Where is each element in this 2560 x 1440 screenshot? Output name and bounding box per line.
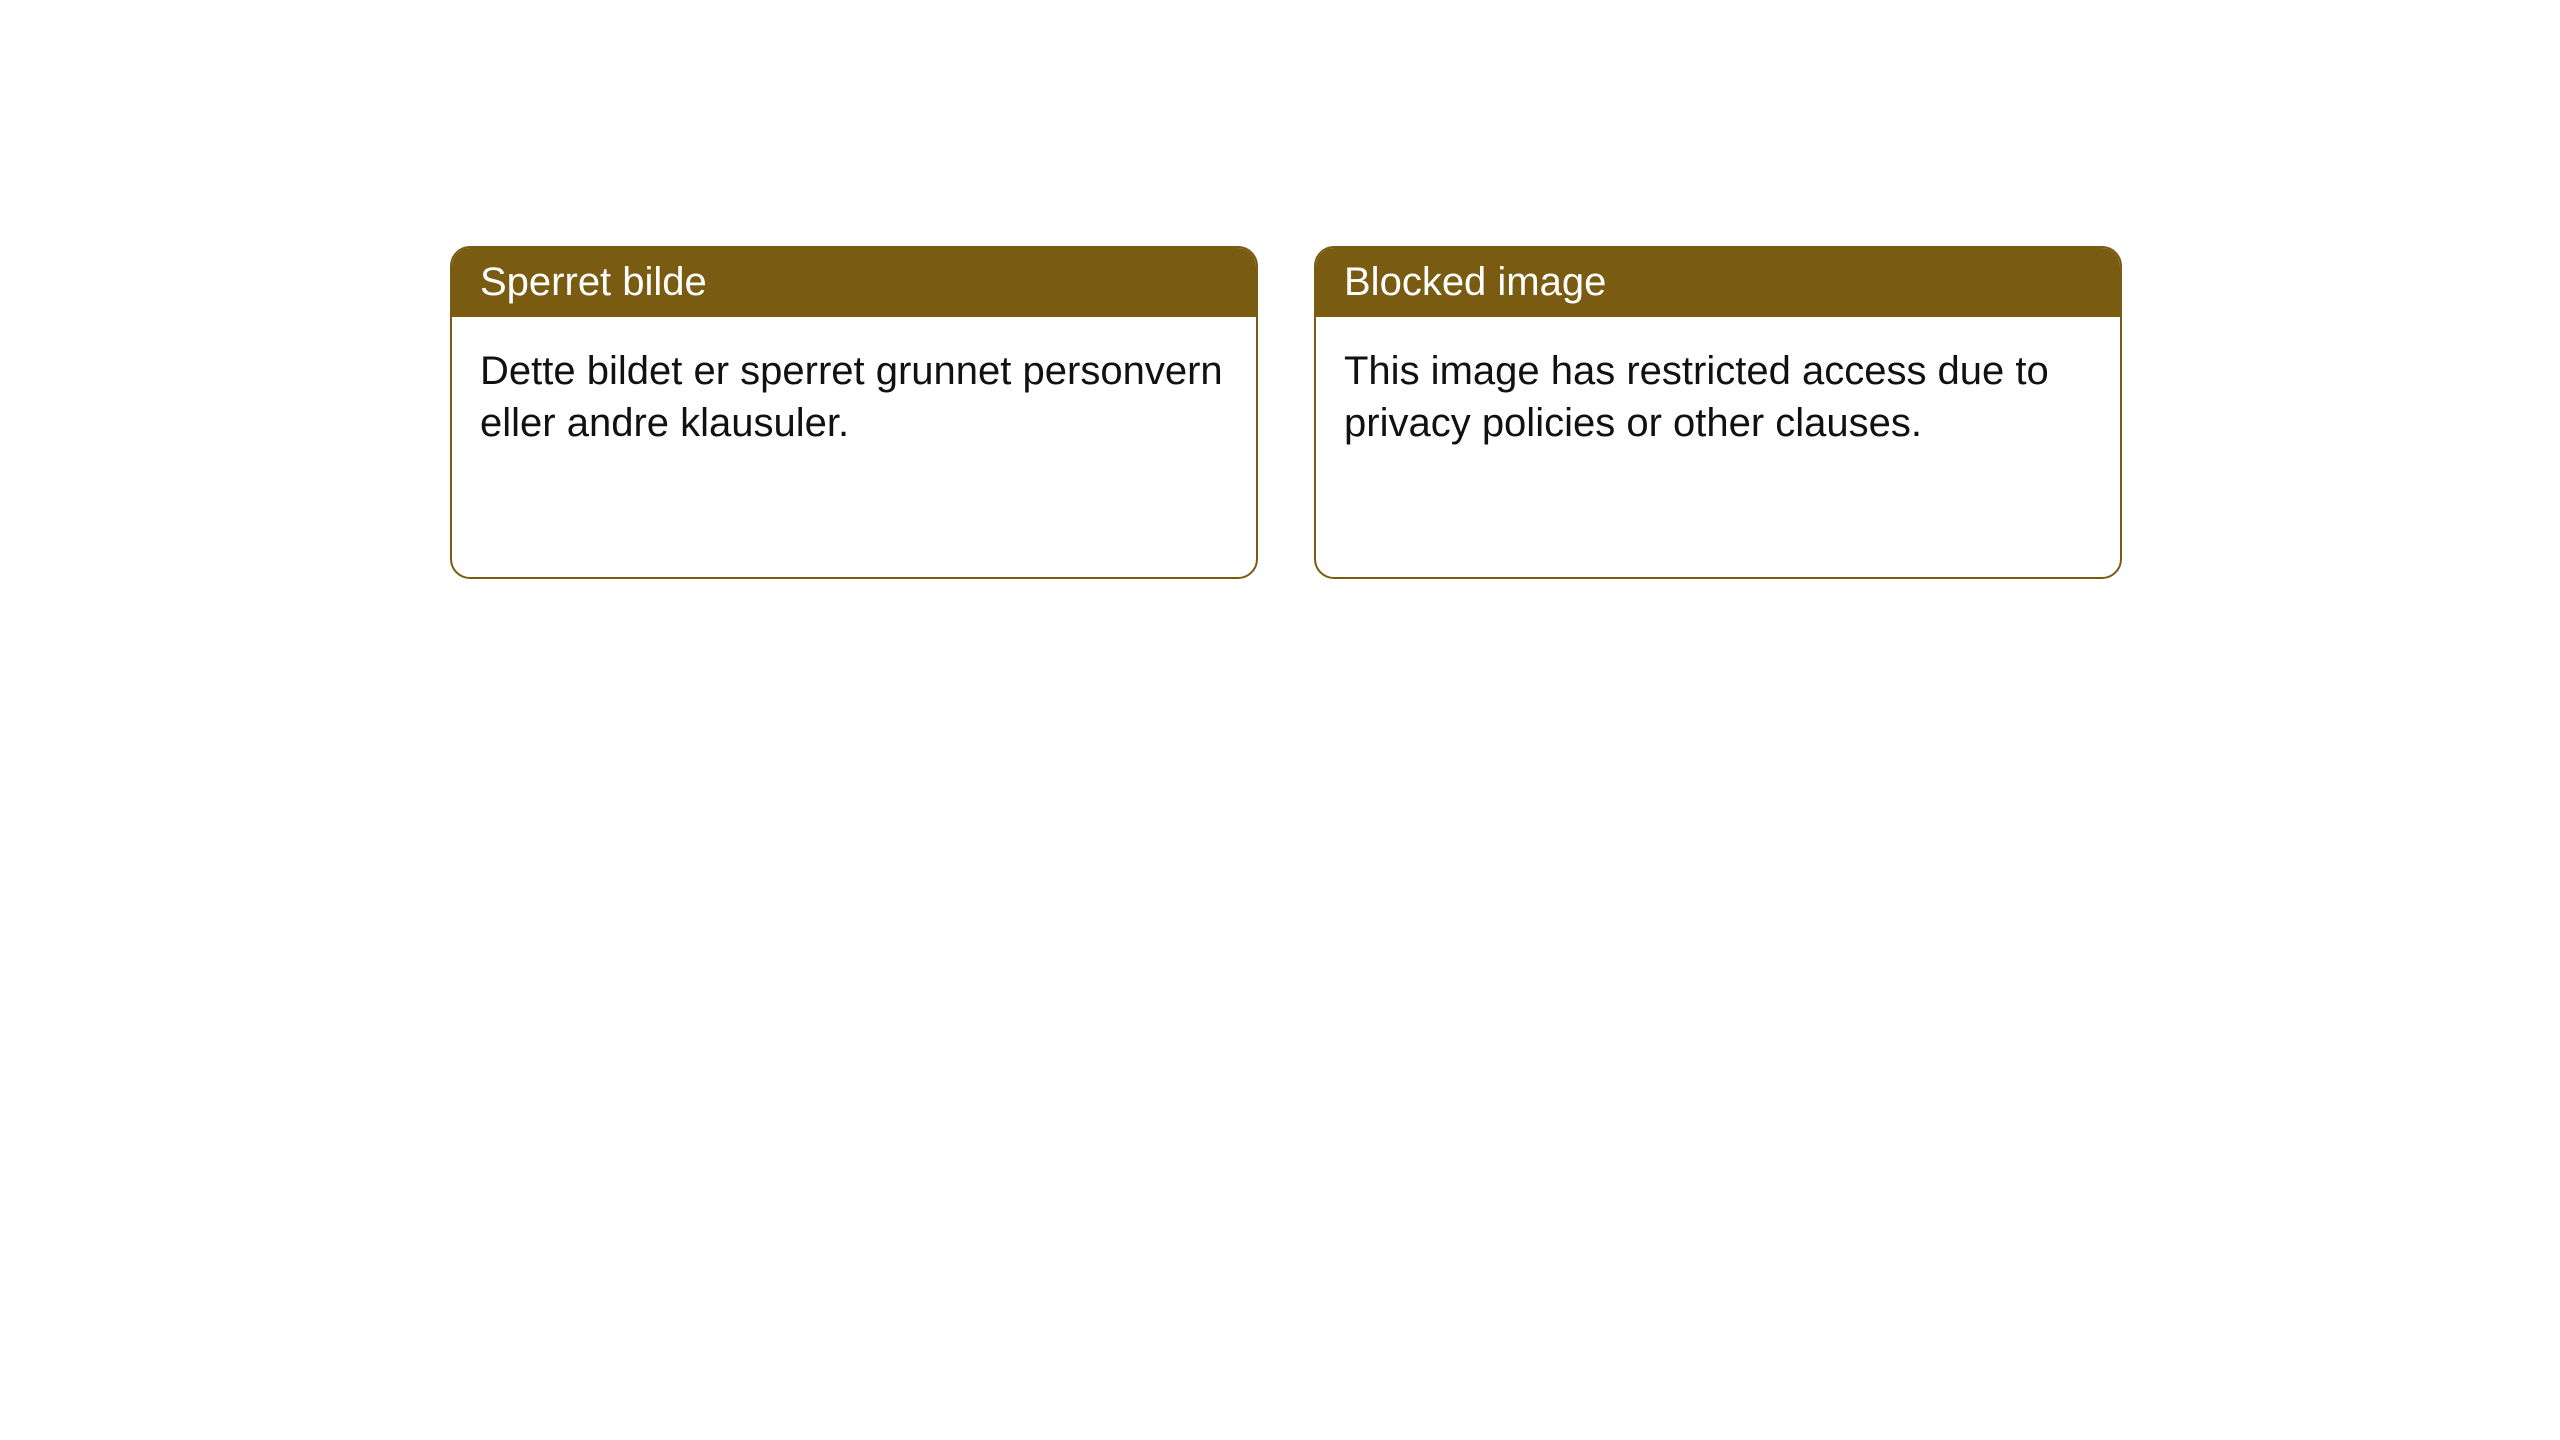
notice-body: This image has restricted access due to … bbox=[1316, 317, 2120, 477]
notice-body-text: Dette bildet er sperret grunnet personve… bbox=[480, 349, 1223, 445]
notice-card-english: Blocked image This image has restricted … bbox=[1314, 246, 2122, 579]
notice-card-norwegian: Sperret bilde Dette bildet er sperret gr… bbox=[450, 246, 1258, 579]
notice-header: Sperret bilde bbox=[452, 248, 1256, 317]
notice-title: Blocked image bbox=[1344, 260, 1606, 304]
notice-container: Sperret bilde Dette bildet er sperret gr… bbox=[0, 0, 2560, 579]
notice-header: Blocked image bbox=[1316, 248, 2120, 317]
notice-body-text: This image has restricted access due to … bbox=[1344, 349, 2049, 445]
notice-title: Sperret bilde bbox=[480, 260, 707, 304]
notice-body: Dette bildet er sperret grunnet personve… bbox=[452, 317, 1256, 477]
